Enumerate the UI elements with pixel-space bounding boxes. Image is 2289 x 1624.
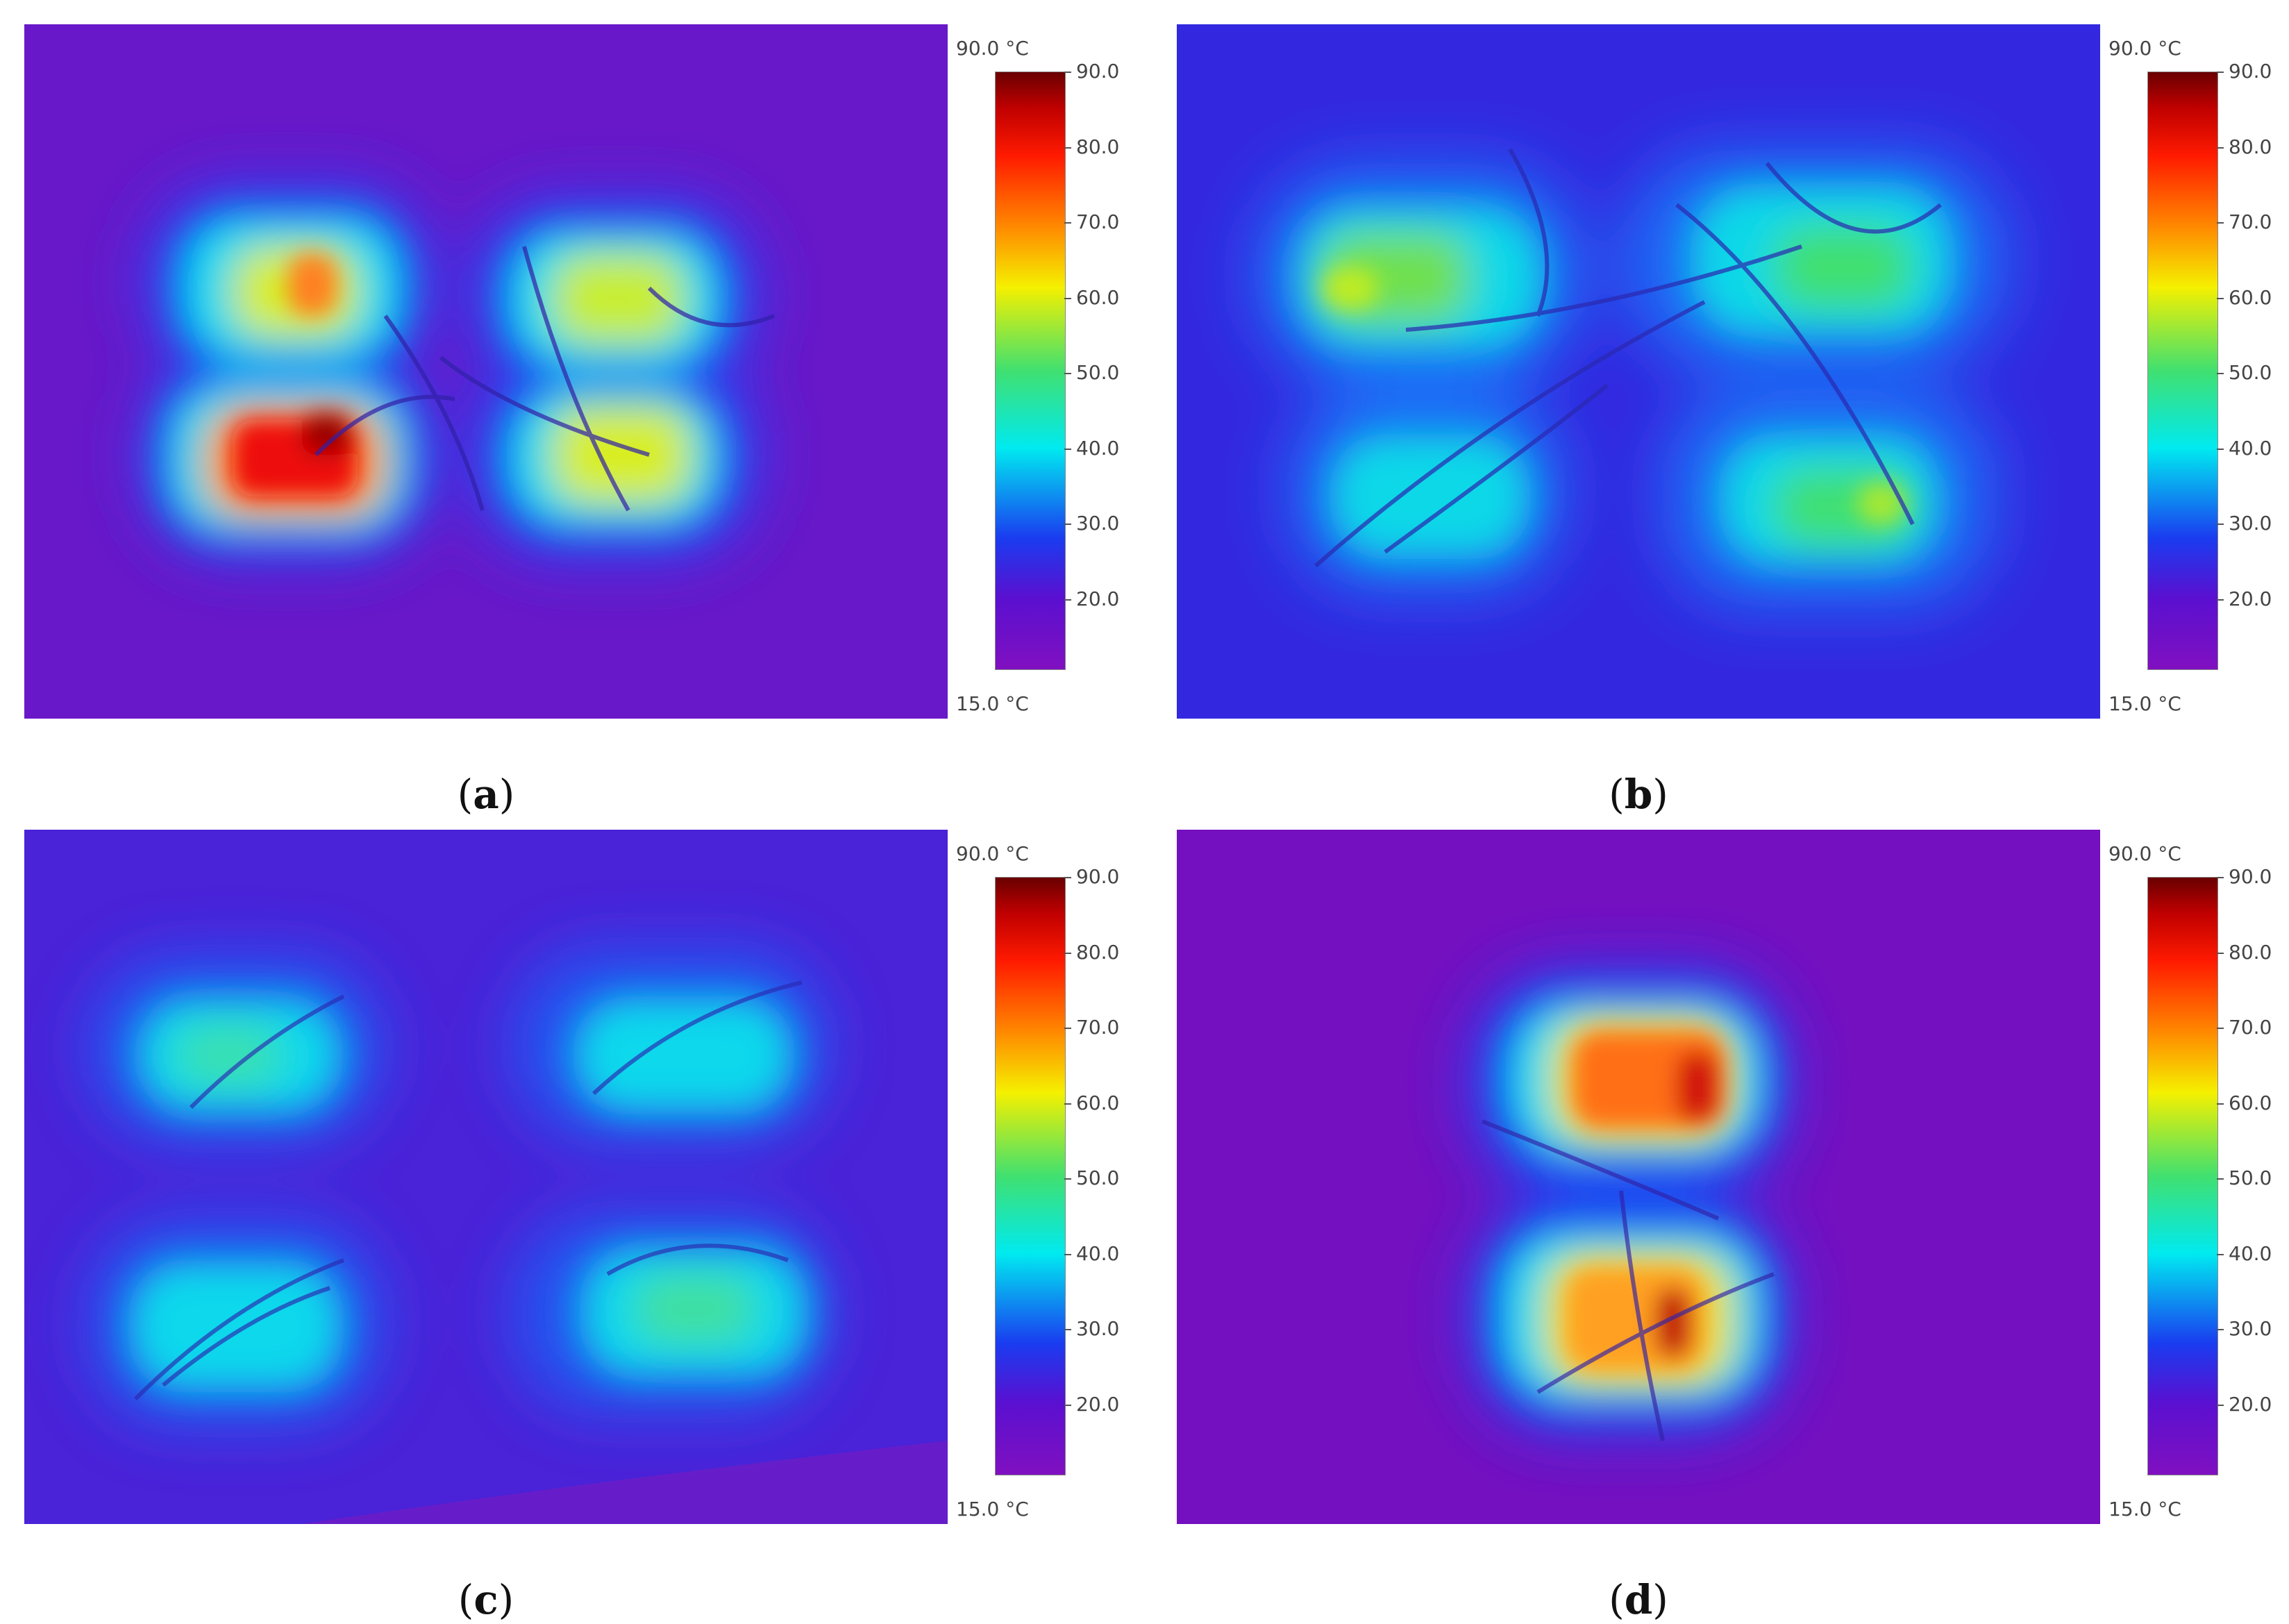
colorbar-tick-label: 40.0 <box>2229 1241 2272 1265</box>
colorbar-ticks: 90.0 80.0 70.0 60.0 50.0 40.0 30.0 20.0 <box>2217 60 2289 669</box>
colorbar <box>995 72 1066 670</box>
colorbar-tick-label: 20.0 <box>1076 1393 1120 1416</box>
colorbar-tick-label: 60.0 <box>2229 285 2272 309</box>
scale-max-label: 90.0 °C <box>2108 37 2181 60</box>
colorbar-tick-label: 60.0 <box>1076 1091 1120 1114</box>
colorbar-tick-label: 60.0 <box>2229 1091 2272 1114</box>
colorbar-tick-label: 60.0 <box>1076 285 1120 309</box>
colorbar-tick-label: 30.0 <box>2229 1317 2272 1341</box>
thermal-image-c <box>24 830 948 1524</box>
colorbar-tick-label: 80.0 <box>2229 135 2272 158</box>
colorbar <box>2147 72 2218 670</box>
colorbar-tick-label: 20.0 <box>2229 1393 2272 1416</box>
panel-c: 90.0 °C 90.0 80.0 70.0 60.0 50.0 40.0 30.0 20.0… <box>24 830 1180 1623</box>
scale-min-label: 15.0 °C <box>2108 692 2181 715</box>
colorbar-tick-label: 50.0 <box>2229 361 2272 385</box>
colorbar <box>995 877 1066 1475</box>
caption-b: (b) <box>1609 771 1668 818</box>
caption-a: (a) <box>457 771 515 818</box>
colorbar-tick-label: 20.0 <box>1076 587 1120 610</box>
colorbar-tick-label: 90.0 <box>2229 60 2272 83</box>
colorbar-tick-label: 30.0 <box>2229 512 2272 535</box>
colorbar <box>2147 877 2218 1475</box>
colorbar-tick-label: 80.0 <box>1076 135 1120 158</box>
colorbar-tick-label: 50.0 <box>2229 1166 2272 1190</box>
scale-max-label: 90.0 °C <box>2108 842 2181 865</box>
colorbar-tick-label: 40.0 <box>1076 1241 1120 1265</box>
colorbar-tick-label: 70.0 <box>2229 1016 2272 1039</box>
colorbar-tick-label: 30.0 <box>1076 512 1120 535</box>
colorbar-tick-label: 90.0 <box>1076 865 1120 888</box>
colorbar-tick-label: 50.0 <box>1076 1166 1120 1190</box>
caption-d: (d) <box>1609 1576 1668 1623</box>
colorbar-tick-label: 70.0 <box>1076 1016 1120 1039</box>
colorbar-ticks: 90.0 80.0 70.0 60.0 50.0 40.0 30.0 20.0 <box>2217 865 2289 1474</box>
scale-max-label: 90.0 °C <box>956 842 1029 865</box>
colorbar-tick-label: 30.0 <box>1076 1317 1120 1341</box>
colorbar-tick-label: 40.0 <box>2229 436 2272 460</box>
colorbar-tick-label: 70.0 <box>1076 210 1120 234</box>
panel-b: 90.0 °C 90.0 80.0 70.0 60.0 50.0 40.0 30.0 20.0… <box>1177 24 2289 818</box>
colorbar-tick-label: 90.0 <box>2229 865 2272 888</box>
thermal-image-a <box>24 24 948 719</box>
caption-c: (c) <box>458 1576 514 1623</box>
scale-max-label: 90.0 °C <box>956 37 1029 60</box>
thermal-image-b <box>1177 24 2100 719</box>
scale-min-label: 15.0 °C <box>956 692 1029 715</box>
colorbar-tick-label: 40.0 <box>1076 436 1120 460</box>
colorbar-tick-label: 50.0 <box>1076 361 1120 385</box>
colorbar-ticks: 90.0 80.0 70.0 60.0 50.0 40.0 30.0 20.0 <box>1064 60 1180 669</box>
scale-min-label: 15.0 °C <box>2108 1498 2181 1521</box>
thermal-image-d <box>1177 830 2100 1524</box>
scale-min-label: 15.0 °C <box>956 1498 1029 1521</box>
colorbar-tick-label: 90.0 <box>1076 60 1120 83</box>
colorbar-tick-label: 80.0 <box>2229 940 2272 964</box>
colorbar-ticks: 90.0 80.0 70.0 60.0 50.0 40.0 30.0 20.0 <box>1064 865 1180 1474</box>
panel-a: 90.0 °C 90.0 80.0 70.0 60.0 50.0 40.0 30.0 20.0… <box>24 24 1180 818</box>
colorbar-tick-label: 70.0 <box>2229 210 2272 234</box>
panel-d: 90.0 °C 90.0 80.0 70.0 60.0 50.0 40.0 30.0 20.0… <box>1177 830 2289 1623</box>
colorbar-tick-label: 80.0 <box>1076 940 1120 964</box>
colorbar-tick-label: 20.0 <box>2229 587 2272 610</box>
